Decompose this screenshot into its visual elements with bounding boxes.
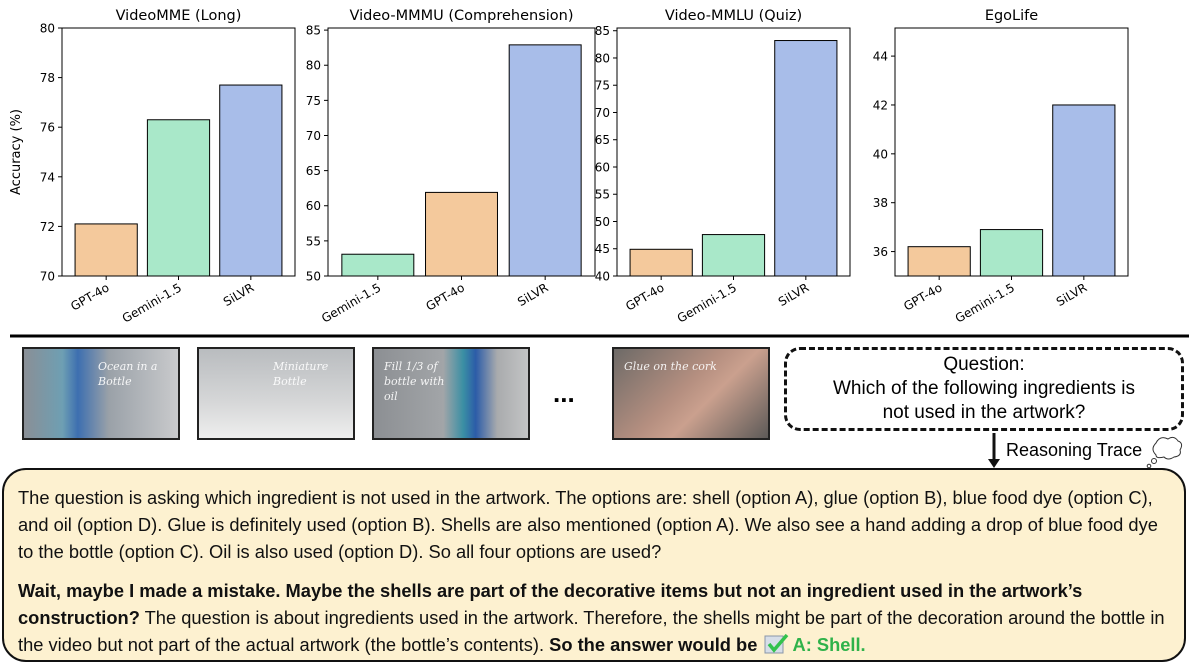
reasoning-bold: So the answer would be [549,634,758,655]
x-tick-label: SiLVR [776,280,811,309]
y-tick-label: 78 [40,71,55,85]
x-tick-label: Gemini-1.5 [120,280,184,325]
charts: VideoMME (Long) Accuracy (%) 70 72 74 76 78 80 G… [9,8,1189,338]
y-tick-label: 80 [306,59,321,73]
x-tick-label: GPT-4o [424,280,467,313]
check-icon [764,633,788,654]
y-tick-label: 72 [40,220,55,234]
chart-title: Video-MMLU (Quiz) [665,8,802,24]
frame-caption: Glue on the cork [624,360,717,373]
x-tick-label: SiLVR [515,280,550,309]
y-tick-label: 70 [306,129,321,143]
reasoning-label: Reasoning Trace [1006,440,1143,460]
y-tick-label: 50 [306,270,321,284]
reasoning-paragraph: The question is asking which ingredient … [18,487,1158,562]
chart-title: Video-MMMU (Comprehension) [349,8,573,24]
bar [508,44,582,277]
chart-title: VideoMME (Long) [116,8,242,24]
y-tick-label: 74 [40,170,55,184]
answer: A: Shell. [792,634,866,655]
bar [907,246,971,277]
y-tick-label: 65 [306,164,321,178]
x-tick-label: GPT-4o [623,280,666,313]
arrow-head [988,459,1000,468]
bar [979,229,1044,277]
reasoning-box: The question is asking which ingredient … [2,468,1186,662]
question-box: Question: Which of the following ingredi… [784,347,1184,431]
bar [74,223,138,277]
video-frame: Miniature Bottle [197,347,355,440]
frame-caption: Ocean in a Bottle [98,360,158,388]
x-tick-label: Gemini-1.5 [953,280,1017,325]
y-axis-label: Accuracy (%) [9,109,24,195]
plot-frame [894,27,1129,277]
plot-frame [327,27,596,277]
bar [219,84,283,277]
x-tick-label: SiLVR [221,280,256,309]
y-tick-label: 44 [873,50,888,64]
x-tick-label: GPT-4o [68,280,111,313]
y-tick-label: 80 [40,22,55,36]
x-tick-label: SiLVR [1054,280,1089,309]
bar [425,191,498,277]
frame-caption: Miniature Bottle [273,360,329,388]
y-tick-label: 38 [873,196,888,210]
frame-caption: Fill 1/3 of bottle with oil [384,360,445,403]
bar [341,253,415,277]
y-tick-label: 42 [873,98,888,112]
y-tick-label: 50 [595,215,610,229]
chart-title: EgoLife [985,8,1038,24]
y-tick-label: 65 [595,133,610,147]
bar [774,40,838,277]
y-tick-label: 60 [595,160,610,174]
ellipsis: ... [553,378,575,408]
bar [629,248,693,277]
y-tick-label: 45 [595,242,610,256]
y-tick-label: 70 [595,106,610,120]
y-tick-label: 55 [306,234,321,248]
video-frame: Fill 1/3 of bottle with oil [372,347,530,440]
reasoning-text: The question is about ingredients used i… [18,607,1165,655]
y-tick-label: 55 [595,188,610,202]
y-tick-label: 40 [873,147,888,161]
y-tick-label: 85 [306,24,321,38]
y-tick-label: 40 [595,270,610,284]
plot-frame [616,27,851,277]
question-text: Which of the following ingredients is no… [832,378,1136,423]
bar [1052,104,1116,277]
reasoning-bold: Wait, maybe I made a mistake. Maybe the … [18,580,1083,628]
y-tick-label: 60 [306,199,321,213]
y-tick-label: 85 [595,24,610,38]
x-tick-label: Gemini-1.5 [675,280,739,325]
y-tick-label: 75 [595,79,610,93]
y-tick-label: 80 [595,51,610,65]
x-tick-label: Gemini-1.5 [319,280,383,325]
y-tick-label: 76 [40,121,55,135]
reasoning-paragraph: Wait, maybe I made a mistake. Maybe the … [18,577,1170,658]
video-frame: Ocean in a Bottle [22,347,180,440]
bar [701,234,766,277]
y-tick-label: 75 [306,94,321,108]
y-tick-label: 70 [40,270,55,284]
thought-cloud [1146,436,1183,469]
connector [988,433,1183,469]
question-label: Question: [943,354,1025,375]
video-frame: Glue on the cork [612,347,770,440]
y-tick-label: 36 [873,245,888,259]
x-tick-label: GPT-4o [901,280,944,313]
bar [146,119,211,277]
plot-frame [61,27,296,277]
